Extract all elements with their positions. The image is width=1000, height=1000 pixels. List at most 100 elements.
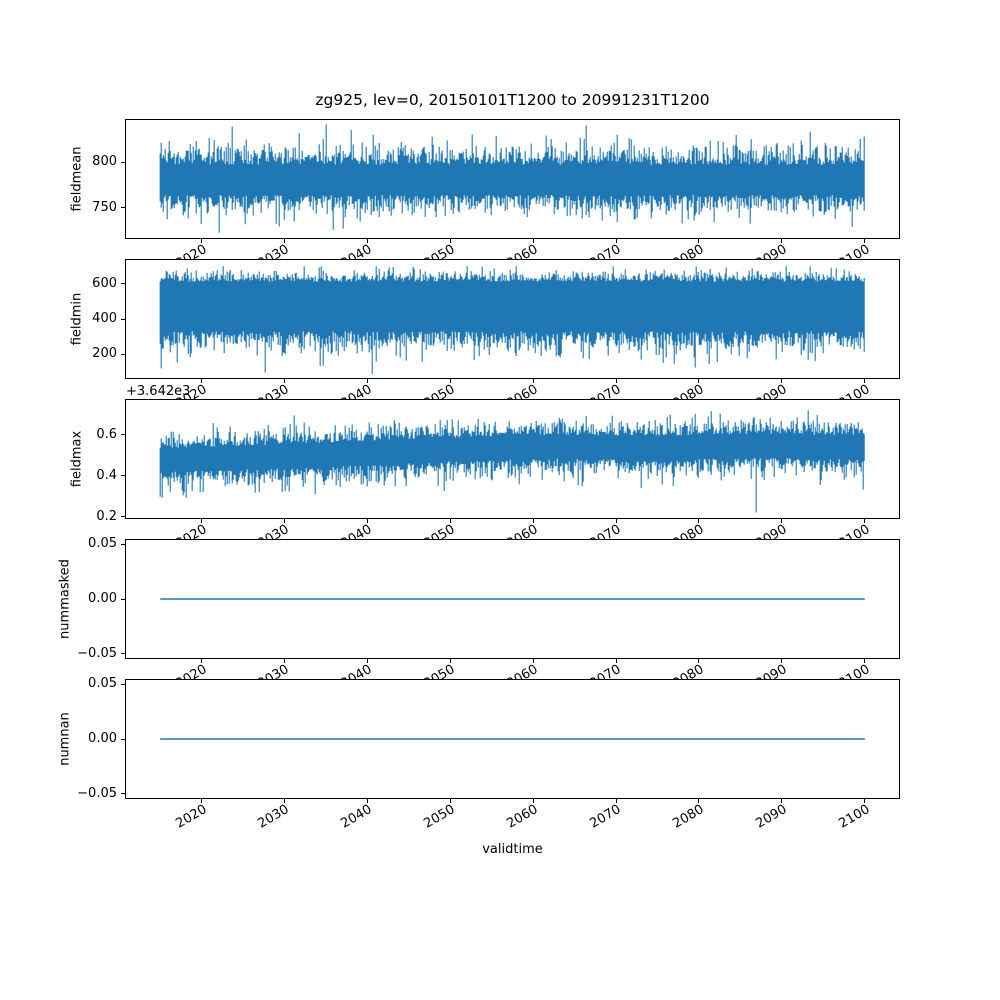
x-tick bbox=[449, 239, 451, 243]
x-tick bbox=[449, 379, 451, 383]
x-tick bbox=[615, 239, 617, 243]
x-tick bbox=[781, 659, 783, 663]
subplot-fieldmean: 750 800 fieldmean 2020 2030 2040 2050 2060 2070 2… bbox=[70, 119, 900, 272]
x-tick bbox=[864, 239, 866, 243]
x-tick-label: 2070 bbox=[587, 802, 624, 832]
y-tick-label: 800 bbox=[92, 154, 117, 170]
x-tick bbox=[366, 659, 368, 663]
plot-area-nummasked bbox=[160, 598, 865, 600]
y-tick-label: 400 bbox=[92, 311, 117, 326]
y-tick-label: −0.05 bbox=[77, 785, 117, 801]
x-tick-label: 2060 bbox=[504, 802, 541, 832]
x-tick bbox=[698, 659, 700, 663]
y-tick-label: 0.05 bbox=[88, 676, 117, 692]
x-tick bbox=[284, 239, 286, 243]
x-tick bbox=[284, 519, 286, 523]
x-tick bbox=[449, 519, 451, 523]
series-line-fieldmin bbox=[159, 266, 865, 374]
x-tick bbox=[698, 239, 700, 243]
y-tick bbox=[121, 475, 125, 477]
x-tick-label: 2020 bbox=[173, 802, 210, 832]
y-tick-label: 0.6 bbox=[96, 426, 117, 442]
y-axis-label-numnan: numnan bbox=[57, 712, 73, 766]
y-axis-label-nummasked: nummasked bbox=[57, 559, 73, 639]
x-tick bbox=[781, 379, 783, 383]
y-tick bbox=[121, 434, 125, 436]
y-tick-label: 0.00 bbox=[88, 591, 117, 606]
chart-title: zg925, lev=0, 20150101T1200 to 20991231T… bbox=[315, 91, 710, 109]
x-tick bbox=[532, 659, 534, 663]
x-tick bbox=[864, 659, 866, 663]
x-tick bbox=[532, 799, 534, 803]
y-tick bbox=[121, 738, 125, 740]
x-tick-label: 2050 bbox=[421, 802, 458, 832]
y-axis-label-fieldmax: fieldmax bbox=[69, 430, 85, 488]
x-tick bbox=[366, 379, 368, 383]
subplot-numnan: −0.05 0.00 0.05 numnan 2020 2030 2040 2050 2060 2… bbox=[58, 676, 900, 832]
x-tick bbox=[532, 379, 534, 383]
x-tick-label: 2080 bbox=[670, 802, 707, 832]
y-axis-label-fieldmin: fieldmin bbox=[69, 292, 85, 346]
x-tick bbox=[615, 379, 617, 383]
y-tick-label: 0.05 bbox=[88, 536, 117, 552]
x-tick bbox=[366, 519, 368, 523]
y-tick bbox=[121, 516, 125, 518]
y-tick bbox=[121, 598, 125, 600]
y-tick bbox=[121, 683, 125, 685]
y-tick bbox=[121, 353, 125, 355]
x-tick bbox=[698, 379, 700, 383]
x-tick bbox=[698, 799, 700, 803]
x-tick bbox=[201, 659, 203, 663]
y-tick-label: 0.2 bbox=[96, 508, 117, 524]
y-tick bbox=[121, 653, 125, 655]
y-tick-label: 0.00 bbox=[88, 731, 117, 746]
y-tick bbox=[121, 283, 125, 285]
y-tick bbox=[121, 543, 125, 545]
y-tick-label: 0.4 bbox=[96, 467, 117, 483]
x-tick-label: 2100 bbox=[836, 802, 873, 832]
series-line-fieldmax bbox=[159, 410, 865, 513]
subplot-fieldmax: 0.2 0.4 0.6 fieldmax 2020 2030 2040 2050 2060 207… bbox=[70, 384, 900, 552]
x-tick bbox=[864, 379, 866, 383]
y-axis-label-fieldmean: fieldmean bbox=[69, 146, 85, 212]
x-tick bbox=[366, 799, 368, 803]
x-tick bbox=[864, 519, 866, 523]
y-axis-offset-text: +3.642e3 bbox=[126, 384, 191, 399]
x-tick-label: 2090 bbox=[753, 802, 790, 832]
x-tick bbox=[284, 799, 286, 803]
x-tick bbox=[781, 519, 783, 523]
x-tick bbox=[201, 799, 203, 803]
y-tick bbox=[121, 161, 125, 163]
y-tick-label: 600 bbox=[92, 275, 117, 291]
x-tick bbox=[698, 519, 700, 523]
subplot-fieldmin: 200 400 600 fieldmin 2020 2030 2040 2050 2060 207… bbox=[70, 259, 900, 412]
subplot-nummasked: −0.05 0.00 0.05 nummasked 2020 2030 2040 2050 20… bbox=[58, 536, 900, 692]
y-tick bbox=[121, 793, 125, 795]
x-tick bbox=[615, 519, 617, 523]
x-tick bbox=[284, 379, 286, 383]
x-tick-label: 2040 bbox=[338, 802, 375, 832]
x-tick bbox=[781, 239, 783, 243]
x-tick bbox=[532, 239, 534, 243]
x-tick bbox=[449, 799, 451, 803]
x-tick bbox=[201, 519, 203, 523]
x-tick bbox=[615, 659, 617, 663]
plot-area-fieldmax bbox=[159, 410, 865, 513]
x-tick bbox=[284, 659, 286, 663]
x-tick bbox=[532, 519, 534, 523]
x-tick bbox=[366, 239, 368, 243]
plot-area-fieldmean bbox=[159, 124, 865, 233]
x-axis-label: validtime bbox=[482, 842, 543, 857]
plot-area-fieldmin bbox=[159, 266, 865, 374]
x-tick bbox=[449, 659, 451, 663]
y-tick-label: −0.05 bbox=[77, 645, 117, 661]
x-tick bbox=[615, 799, 617, 803]
x-tick bbox=[201, 379, 203, 383]
y-tick bbox=[121, 318, 125, 320]
y-tick bbox=[121, 207, 125, 209]
x-tick bbox=[864, 799, 866, 803]
x-tick bbox=[781, 799, 783, 803]
series-line-fieldmean bbox=[159, 124, 865, 233]
x-tick-label: 2030 bbox=[255, 802, 293, 832]
y-tick-label: 750 bbox=[92, 199, 117, 215]
